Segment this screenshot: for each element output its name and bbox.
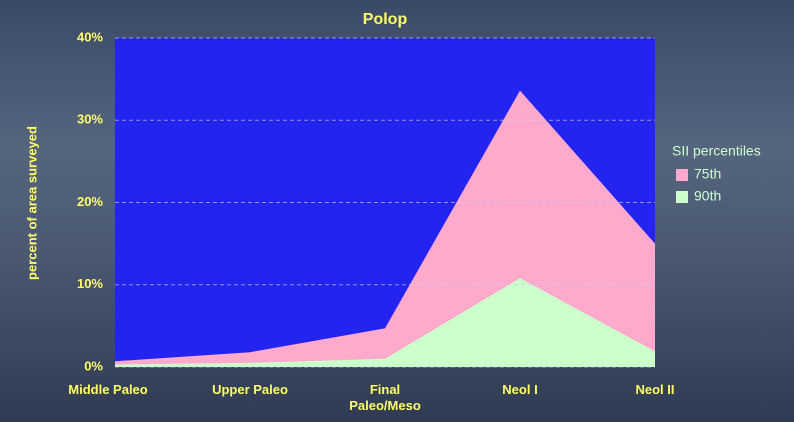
area: [115, 278, 655, 367]
y-tick-label: 20%: [77, 194, 103, 209]
chart-title: Polop: [363, 11, 408, 28]
y-tick-label: 0%: [84, 358, 103, 373]
x-tick-label: Upper Paleo: [212, 382, 288, 397]
y-tick-label: 40%: [77, 29, 103, 44]
x-tick-label: Neol II: [635, 382, 675, 397]
legend-swatch: [676, 169, 688, 181]
legend-title: SII percentiles: [672, 143, 761, 159]
legend-label: 75th: [694, 166, 721, 182]
x-tick-label: Final Paleo/Meso: [349, 382, 421, 413]
x-tick-label: Neol I: [502, 382, 538, 397]
legend-label: 90th: [694, 188, 721, 204]
y-tick-label: 10%: [77, 276, 103, 291]
y-axis-label: percent of area surveyed: [24, 126, 39, 280]
legend-swatch: [676, 191, 688, 203]
x-tick-label: Middle Paleo: [68, 382, 148, 397]
y-tick-label: 30%: [77, 112, 103, 127]
